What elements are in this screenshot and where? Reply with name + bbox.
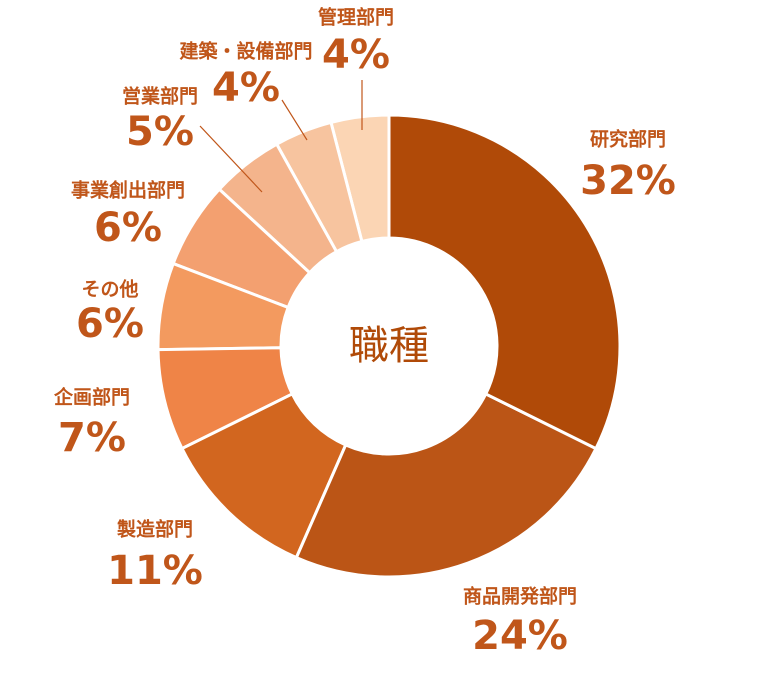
leader-line xyxy=(281,99,308,141)
center-label: 職種 xyxy=(349,323,429,369)
value-label: 6% xyxy=(94,205,162,251)
donut-segment xyxy=(217,142,339,275)
donut-segment xyxy=(294,391,598,579)
category-label: 製造部門 xyxy=(116,518,193,541)
donut-segment xyxy=(274,120,364,254)
category-label: 事業創出部門 xyxy=(71,179,185,202)
donut-segment xyxy=(180,391,348,560)
value-label: 6% xyxy=(76,301,144,347)
category-label: 研究部門 xyxy=(590,128,666,151)
category-label: 管理部門 xyxy=(318,6,394,29)
category-label: その他 xyxy=(81,278,138,301)
category-label: 営業部門 xyxy=(122,85,198,108)
category-label: 建築・設備部門 xyxy=(179,40,312,63)
donut-segment xyxy=(171,187,312,310)
category-label: 商品開発部門 xyxy=(463,585,577,608)
value-label: 5% xyxy=(126,109,194,155)
value-label: 4% xyxy=(212,65,280,111)
donut-segment xyxy=(156,261,291,352)
value-label: 11% xyxy=(107,548,203,594)
leader-line xyxy=(199,125,263,193)
donut-segment xyxy=(156,346,295,451)
category-label: 企画部門 xyxy=(53,386,130,409)
value-label: 32% xyxy=(580,158,676,204)
value-label: 7% xyxy=(58,415,126,461)
value-label: 4% xyxy=(322,32,390,78)
donut-segment xyxy=(387,113,622,451)
value-label: 24% xyxy=(472,613,568,659)
